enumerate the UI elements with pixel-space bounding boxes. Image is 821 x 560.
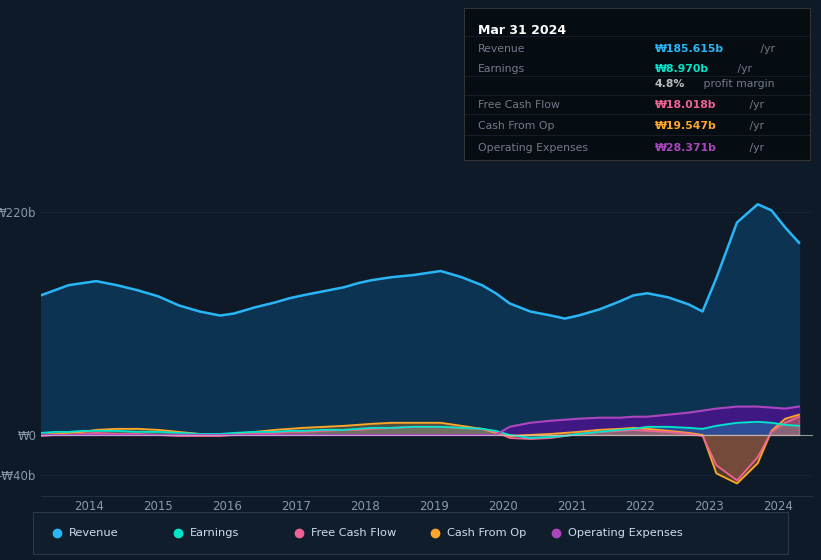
Text: Cash From Op: Cash From Op [447,529,526,538]
Text: Mar 31 2024: Mar 31 2024 [478,24,566,36]
Text: /yr: /yr [746,142,764,152]
Text: Revenue: Revenue [478,44,525,54]
Text: 4.8%: 4.8% [654,79,685,89]
Text: ₩19.547b: ₩19.547b [654,122,716,132]
Text: Free Cash Flow: Free Cash Flow [478,100,560,110]
Text: Operating Expenses: Operating Expenses [478,142,588,152]
Text: /yr: /yr [746,100,764,110]
Text: Revenue: Revenue [69,529,119,538]
Text: profit margin: profit margin [700,79,775,89]
Text: Cash From Op: Cash From Op [478,122,554,132]
Text: Earnings: Earnings [190,529,240,538]
Text: ₩8.970b: ₩8.970b [654,64,709,74]
Text: Earnings: Earnings [478,64,525,74]
Text: ₩18.018b: ₩18.018b [654,100,716,110]
Text: /yr: /yr [746,122,764,132]
Text: /yr: /yr [757,44,775,54]
Text: ₩185.615b: ₩185.615b [654,44,723,54]
Text: /yr: /yr [735,64,753,74]
Text: Free Cash Flow: Free Cash Flow [311,529,396,538]
Text: ₩28.371b: ₩28.371b [654,142,716,152]
Text: Operating Expenses: Operating Expenses [567,529,682,538]
